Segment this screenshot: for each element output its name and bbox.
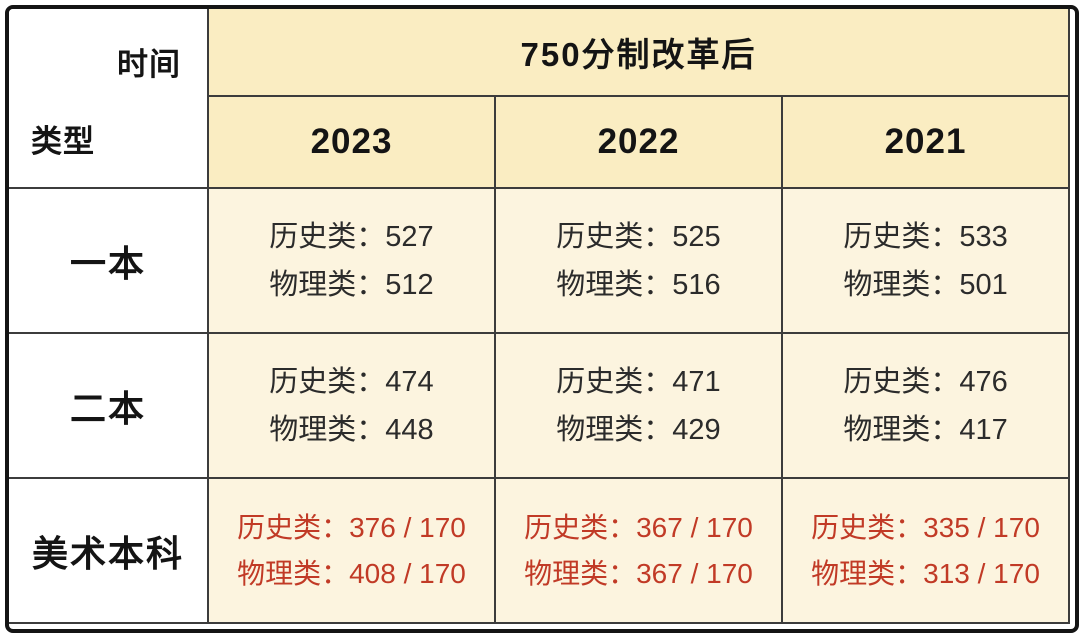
score-line: 物理类：448 (269, 413, 434, 446)
header-group-cell: 750分制改革后 (206, 9, 1071, 97)
year-header-2021: 2021 (780, 95, 1071, 189)
row-label-meishu-benke: 美术本科 (9, 477, 209, 624)
score-line: 历史类：533 (843, 220, 1008, 253)
year-header-row: 2023 2022 2021 (9, 95, 1071, 189)
header-group-row: 时间 类型 750分制改革后 (9, 9, 1071, 189)
score-line: 物理类：512 (269, 268, 434, 301)
table-row: 一本 历史类：527 物理类：512 历史类：525 物理类：516 历史类：5… (9, 187, 1071, 334)
year-header-2023: 2023 (207, 95, 496, 189)
corner-label-time: 时间 (117, 47, 181, 82)
score-cell: 历史类：474 物理类：448 (207, 332, 496, 479)
score-line: 物理类：408 / 170 (237, 557, 466, 589)
score-cell: 历史类：525 物理类：516 (494, 187, 783, 334)
score-cell: 历史类：335 / 170 物理类：313 / 170 (780, 477, 1071, 624)
score-cell: 历史类：367 / 170 物理类：367 / 170 (494, 477, 783, 624)
score-table-grid: 时间 类型 750分制改革后 2023 2022 2021 一本 历史类：527… (9, 9, 1071, 624)
score-line: 历史类：525 (556, 220, 721, 253)
score-line: 历史类：527 (269, 220, 434, 253)
year-header-2022: 2022 (494, 95, 783, 189)
corner-cell: 时间 类型 (9, 9, 209, 189)
table-row: 二本 历史类：474 物理类：448 历史类：471 物理类：429 历史类：4… (9, 332, 1071, 479)
score-table: 时间 类型 750分制改革后 2023 2022 2021 一本 历史类：527… (5, 5, 1079, 633)
score-line: 历史类：367 / 170 (524, 511, 753, 543)
score-line: 历史类：474 (269, 365, 434, 398)
score-line: 物理类：501 (843, 268, 1008, 301)
score-line: 历史类：335 / 170 (811, 511, 1040, 543)
score-line: 历史类：476 (843, 365, 1008, 398)
row-label-yiben: 一本 (9, 187, 209, 334)
score-cell: 历史类：527 物理类：512 (207, 187, 496, 334)
score-line: 物理类：313 / 170 (811, 557, 1040, 589)
score-line: 物理类：429 (556, 413, 721, 446)
score-cell: 历史类：476 物理类：417 (780, 332, 1071, 479)
score-line: 历史类：376 / 170 (237, 511, 466, 543)
score-line: 历史类：471 (556, 365, 721, 398)
score-cell: 历史类：533 物理类：501 (780, 187, 1071, 334)
score-line: 物理类：417 (843, 413, 1008, 446)
corner-label-type: 类型 (31, 124, 95, 159)
row-label-erben: 二本 (9, 332, 209, 479)
table-row: 美术本科 历史类：376 / 170 物理类：408 / 170 历史类：367… (9, 477, 1071, 624)
score-line: 物理类：516 (556, 268, 721, 301)
score-line: 物理类：367 / 170 (524, 557, 753, 589)
score-cell: 历史类：376 / 170 物理类：408 / 170 (207, 477, 496, 624)
score-cell: 历史类：471 物理类：429 (494, 332, 783, 479)
